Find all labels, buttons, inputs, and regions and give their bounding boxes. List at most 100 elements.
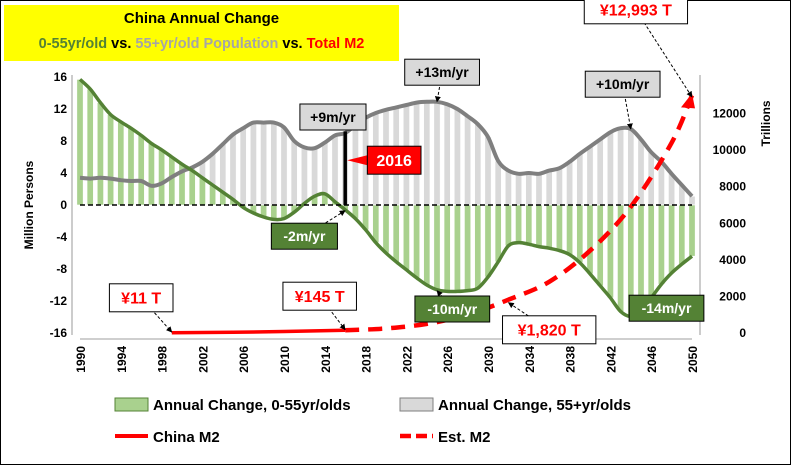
bar-old — [249, 122, 257, 206]
y-axis-left-label: Million Persons — [22, 160, 36, 249]
legend-swatch-old — [399, 397, 434, 412]
y-tick-left: -16 — [50, 326, 68, 340]
callout-leader — [507, 302, 550, 331]
callout-box — [628, 294, 705, 322]
line-young — [78, 78, 694, 318]
y-tick-left: 12 — [54, 102, 68, 116]
bar-young — [413, 204, 421, 279]
x-tick: 2030 — [482, 346, 496, 373]
bar-old — [617, 127, 625, 206]
bar-old — [576, 153, 584, 206]
callout-label: ¥1,820 T — [518, 323, 581, 340]
bar-young — [168, 156, 176, 206]
bar-old — [596, 139, 604, 206]
bar-young — [657, 204, 665, 285]
x-tick: 2022 — [400, 346, 414, 373]
callout-box — [404, 58, 480, 86]
bar-young — [535, 204, 543, 247]
y-tick-left: 0 — [60, 198, 67, 212]
bar-old — [474, 123, 482, 206]
bar-young — [188, 170, 196, 206]
x-tick: 2018 — [360, 346, 374, 373]
bar-old — [433, 101, 441, 206]
subtitle-part-vs-1: vs. — [107, 36, 136, 52]
callout-box — [583, 0, 689, 25]
x-tick: 2046 — [645, 346, 659, 373]
y-tick-right: 8000 — [719, 180, 746, 194]
bar-old — [494, 160, 502, 206]
bar-young — [382, 204, 390, 254]
callout-pointer — [347, 155, 368, 166]
subtitle-part-m2: Total M2 — [306, 36, 365, 52]
y-tick-right: 4000 — [719, 253, 746, 267]
bar-young — [494, 204, 502, 263]
y-tick-left: -8 — [56, 262, 67, 276]
callout-label: ¥11 T — [121, 291, 161, 308]
bar-old — [586, 146, 594, 206]
y-tick-left: -12 — [50, 294, 68, 308]
bar-old — [606, 131, 614, 206]
x-tick: 1998 — [156, 346, 170, 373]
x-tick: 2026 — [441, 346, 455, 373]
bar-young — [688, 204, 696, 257]
bar-young — [137, 135, 145, 206]
chart-subtitle: 0-55yr/old vs. 55+yr/old Population vs. … — [4, 36, 399, 52]
callout-label: +9m/yr — [310, 109, 356, 125]
callout-box — [584, 70, 661, 98]
bar-young — [433, 204, 441, 291]
bar-young — [117, 121, 125, 206]
x-tick: 2034 — [523, 346, 537, 373]
bar-young — [606, 204, 614, 299]
callout-box — [282, 281, 357, 311]
x-tick: 1990 — [74, 346, 88, 373]
bar-young — [127, 127, 135, 206]
bar-old — [688, 195, 696, 206]
bar-old — [464, 115, 472, 206]
bar-young — [107, 114, 115, 206]
bar-young — [392, 204, 400, 263]
bar-young — [464, 204, 472, 291]
y-tick-left: -4 — [56, 230, 67, 244]
bar-young — [586, 204, 594, 275]
bar-young — [158, 149, 166, 206]
bar-young — [76, 79, 84, 206]
callout-box — [108, 283, 174, 313]
callout-box — [270, 222, 338, 250]
callout-box — [502, 315, 597, 345]
bar-old — [515, 173, 523, 206]
x-tick: 2014 — [319, 346, 333, 373]
chart-title: China Annual Change — [123, 10, 280, 27]
bar-old — [504, 170, 512, 206]
bar-young — [504, 204, 512, 247]
line-m2 — [171, 328, 346, 335]
bar-old — [280, 127, 288, 206]
bar-young — [96, 102, 104, 206]
bar-young — [545, 204, 553, 249]
bar-young — [484, 204, 492, 278]
bar-old — [300, 147, 308, 206]
bar-old — [637, 139, 645, 206]
bar-young — [453, 204, 461, 292]
bar-young — [423, 204, 431, 286]
subtitle-part-vs-2: vs. — [278, 36, 307, 52]
axes: -16 -12 -8 -4 0 4 8 12 16 Million Persons 0 2000 400… — [22, 70, 773, 373]
bar-young — [566, 204, 574, 255]
subtitle-part-young: 0-55yr/old — [38, 36, 108, 52]
callout-label: -14m/yr — [642, 300, 692, 316]
callout-label: +13m/yr — [415, 64, 469, 80]
line-m2-est — [345, 94, 695, 333]
legend: Annual Change, 0-55yr/olds Annual Change,… — [114, 397, 631, 446]
y-tick-right: 12000 — [713, 107, 747, 121]
subtitle-part-old: 55+yr/old Population — [135, 36, 279, 52]
line-old — [79, 99, 694, 198]
bar-young — [576, 204, 584, 263]
y-tick-right: 0 — [739, 326, 746, 340]
callout-label: +10m/yr — [596, 76, 650, 92]
bar-young — [678, 204, 686, 265]
bar-young — [555, 204, 563, 251]
bar-young — [372, 204, 380, 243]
callout-box — [299, 103, 367, 131]
callout-label: 2016 — [376, 153, 412, 170]
bar-old — [545, 170, 553, 206]
bar-young — [525, 204, 533, 245]
